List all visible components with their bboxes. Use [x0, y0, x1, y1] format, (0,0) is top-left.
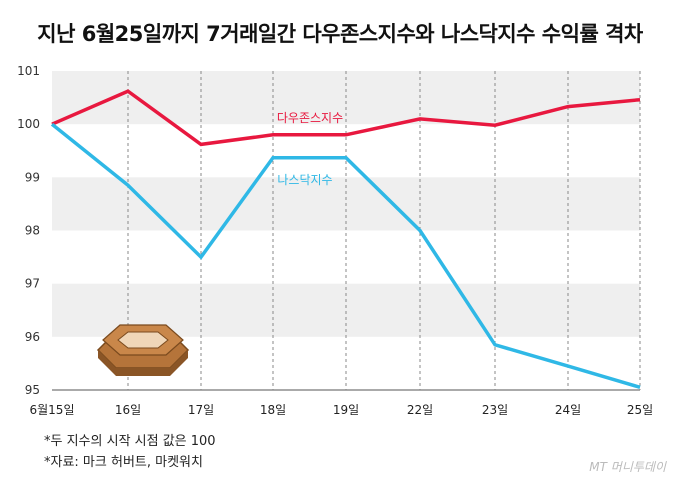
x-tick-label: 23일 — [482, 403, 508, 417]
watermark: MT 머니투데이 — [589, 460, 666, 474]
series-lines — [50, 89, 641, 389]
x-axis-ticks: 6월15일 16일 17일 18일 19일 22일 23일 24일 25일 — [30, 403, 654, 417]
nut-illustration — [96, 324, 190, 376]
chart-title: 지난 6월25일까지 7거래일간 다우존스지수와 나스닥지수 수익률 격차 — [37, 22, 643, 46]
x-tick-label: 25일 — [627, 403, 653, 417]
y-tick-label: 96 — [25, 330, 40, 344]
x-tick-label: 17일 — [188, 403, 214, 417]
x-tick-label: 19일 — [333, 403, 359, 417]
y-tick-label: 101 — [17, 64, 40, 78]
series-line-dow — [51, 89, 641, 147]
x-tick-label: 22일 — [407, 403, 433, 417]
y-tick-label: 100 — [17, 117, 40, 131]
series-line-nasdaq — [50, 122, 641, 389]
y-tick-label: 98 — [25, 224, 40, 238]
x-tick-label: 16일 — [115, 403, 141, 417]
y-tick-label: 99 — [25, 170, 40, 184]
y-tick-label: 95 — [25, 383, 40, 397]
footnote-start-value: *두 지수의 시작 시점 값은 100 — [44, 434, 216, 449]
series-label-nasdaq: 나스닥지수 — [277, 173, 332, 187]
y-tick-label: 97 — [25, 277, 40, 291]
series-label-dow: 다우존스지수 — [277, 111, 343, 125]
footnote-source: *자료: 마크 허버트, 마켓워치 — [44, 455, 203, 470]
y-axis-ticks: 101 100 99 98 97 96 95 — [17, 64, 40, 397]
x-tick-label: 24일 — [555, 403, 581, 417]
x-tick-label: 18일 — [260, 403, 286, 417]
x-tick-label: 6월15일 — [30, 403, 75, 417]
